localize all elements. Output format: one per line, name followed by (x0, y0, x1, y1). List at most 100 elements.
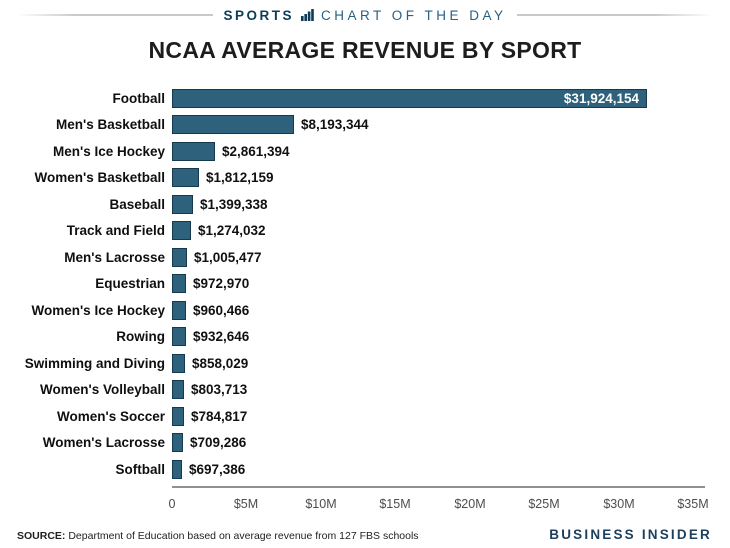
kicker-banner: SPORTS CHART OF THE DAY (0, 0, 730, 24)
chart-title: NCAA AVERAGE REVENUE BY SPORT (148, 37, 582, 63)
bar-men-s-basketball (172, 115, 294, 135)
value-label-track-and-field: $1,274,032 (198, 223, 266, 239)
value-label-women-s-basketball: $1,812,159 (206, 170, 274, 186)
bar-track: $972,970 (172, 274, 730, 294)
chart-row-women-s-soccer: Women's Soccer $784,817 (0, 403, 730, 430)
bar-track: $697,386 (172, 459, 730, 479)
value-label-softball: $697,386 (189, 461, 246, 477)
category-label-baseball: Baseball (109, 196, 165, 212)
chart-row-baseball: Baseball $1,399,338 (0, 191, 730, 218)
chart-row-men-s-ice-hockey: Men's Ice Hockey $2,861,394 (0, 138, 730, 165)
value-label-women-s-ice-hockey: $960,466 (193, 302, 250, 318)
bar-women-s-soccer (172, 406, 184, 426)
bar-track: $803,713 (172, 380, 730, 400)
bar-swimming-and-diving (172, 353, 185, 373)
chart-row-women-s-volleyball: Women's Volleyball $803,713 (0, 377, 730, 404)
category-label-men-s-basketball: Men's Basketball (55, 117, 165, 133)
footer: SOURCE: Department of Education based on… (17, 527, 712, 542)
value-label-football: $31,924,154 (563, 90, 639, 106)
category-label-equestrian: Equestrian (95, 276, 165, 292)
kicker-text: SPORTS CHART OF THE DAY (223, 8, 506, 23)
bar-track-and-field (172, 221, 191, 241)
chart-row-women-s-lacrosse: Women's Lacrosse $709,286 (0, 430, 730, 457)
x-tick-15m: $15M (379, 496, 411, 511)
bar-women-s-volleyball (172, 380, 184, 400)
x-tick-0: 0 (168, 496, 176, 511)
value-label-women-s-soccer: $784,817 (191, 408, 248, 424)
bar-track: $932,646 (172, 327, 730, 347)
chart-rows: Football $31,924,154 Men's Basketball $8,19… (0, 85, 730, 483)
kicker-rule-left (17, 14, 214, 16)
chart-row-softball: Softball $697,386 (0, 456, 730, 483)
x-tick-5m: $5M (233, 496, 259, 511)
chart-row-swimming-and-diving: Swimming and Diving $858,029 (0, 350, 730, 377)
value-label-men-s-lacrosse: $1,005,477 (194, 249, 262, 265)
kicker-rule-right (516, 14, 714, 16)
source-text: Department of Education based on average… (68, 530, 419, 542)
bar-baseball (172, 194, 193, 214)
chart-row-men-s-lacrosse: Men's Lacrosse $1,005,477 (0, 244, 730, 271)
chart-row-women-s-ice-hockey: Women's Ice Hockey $960,466 (0, 297, 730, 324)
category-label-women-s-volleyball: Women's Volleyball (40, 382, 165, 398)
bar-women-s-lacrosse (172, 433, 183, 453)
bar-chart: Football $31,924,154 Men's Basketball $8,19… (0, 85, 730, 518)
bar-rowing (172, 327, 186, 347)
bar-softball (172, 459, 182, 479)
bar-track: $2,861,394 (172, 141, 730, 161)
source-label: SOURCE: (17, 530, 66, 542)
bar-track: $8,193,344 (172, 115, 730, 135)
category-label-women-s-ice-hockey: Women's Ice Hockey (31, 302, 165, 318)
bar-football: $31,924,154 (172, 88, 647, 108)
bar-track: $1,812,159 (172, 168, 730, 188)
bar-track: $960,466 (172, 300, 730, 320)
category-label-track-and-field: Track and Field (66, 223, 165, 239)
bar-equestrian (172, 274, 186, 294)
x-tick-30m: $30M (603, 496, 635, 511)
value-label-women-s-volleyball: $803,713 (191, 382, 248, 398)
chart-row-women-s-basketball: Women's Basketball $1,812,159 (0, 165, 730, 192)
value-label-equestrian: $972,970 (193, 276, 250, 292)
kicker-sports-label: SPORTS (223, 7, 294, 23)
chart-row-rowing: Rowing $932,646 (0, 324, 730, 351)
business-insider-logo: BUSINESS INSIDER (549, 527, 712, 542)
category-label-women-s-lacrosse: Women's Lacrosse (42, 435, 165, 451)
value-label-women-s-lacrosse: $709,286 (190, 435, 247, 451)
category-label-women-s-basketball: Women's Basketball (34, 170, 165, 186)
bar-women-s-ice-hockey (172, 300, 186, 320)
bar-track: $1,274,032 (172, 221, 730, 241)
kicker-chart-of-the-day-label: CHART OF THE DAY (321, 7, 507, 23)
category-label-softball: Softball (115, 461, 166, 477)
category-label-men-s-ice-hockey: Men's Ice Hockey (52, 143, 165, 159)
bar-track: $31,924,154 (172, 88, 730, 108)
x-tick-20m: $20M (454, 496, 486, 511)
value-label-men-s-ice-hockey: $2,861,394 (222, 143, 290, 159)
value-label-men-s-basketball: $8,193,344 (301, 117, 369, 133)
source-note: SOURCE: Department of Education based on… (17, 530, 419, 542)
chart-row-equestrian: Equestrian $972,970 (0, 271, 730, 298)
bar-men-s-lacrosse (172, 247, 187, 267)
chart-row-men-s-basketball: Men's Basketball $8,193,344 (0, 112, 730, 139)
category-label-women-s-soccer: Women's Soccer (57, 408, 165, 424)
bar-chart-icon (301, 9, 314, 21)
category-label-football: Football (112, 90, 166, 106)
x-tick-35m: $35M (677, 496, 709, 511)
x-tick-10m: $10M (305, 496, 337, 511)
x-tick-25m: $25M (528, 496, 560, 511)
bar-track: $784,817 (172, 406, 730, 426)
bar-track: $858,029 (172, 353, 730, 373)
category-label-men-s-lacrosse: Men's Lacrosse (64, 249, 165, 265)
category-label-swimming-and-diving: Swimming and Diving (24, 355, 165, 371)
chart-row-football: Football $31,924,154 (0, 85, 730, 112)
value-label-swimming-and-diving: $858,029 (192, 355, 249, 371)
bar-track: $709,286 (172, 433, 730, 453)
bar-track: $1,005,477 (172, 247, 730, 267)
bar-women-s-basketball (172, 168, 199, 188)
bar-men-s-ice-hockey (172, 141, 215, 161)
x-axis: 0 $5M $10M $15M $20M $25M $30M $35M (168, 485, 709, 518)
chart-row-track-and-field: Track and Field $1,274,032 (0, 218, 730, 245)
value-label-rowing: $932,646 (193, 329, 250, 345)
category-label-rowing: Rowing (116, 329, 165, 345)
bar-track: $1,399,338 (172, 194, 730, 214)
value-label-baseball: $1,399,338 (200, 196, 268, 212)
